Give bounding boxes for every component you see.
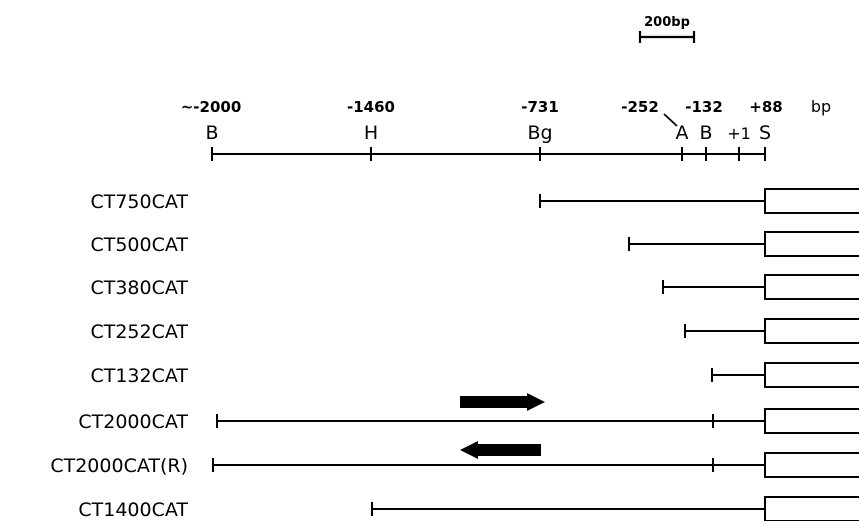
forward-arrow-icon bbox=[460, 393, 545, 411]
construct-row: CT380CAT bbox=[90, 274, 859, 300]
construct-list: CT750CAT CT500CAT CT380CAT CT252CAT CT13… bbox=[50, 188, 859, 522]
construct-label: CT750CAT bbox=[90, 191, 188, 213]
construct-label: CT1400CAT bbox=[78, 499, 188, 521]
unit-label: bp bbox=[811, 97, 831, 116]
cat-reporter-box bbox=[764, 318, 859, 344]
position-label-minus731: -731 bbox=[521, 98, 559, 116]
cat-reporter-box bbox=[764, 452, 859, 478]
cat-reporter-box bbox=[764, 408, 859, 434]
reverse-arrow-icon bbox=[460, 441, 541, 459]
site-label-b-right: B bbox=[699, 122, 712, 144]
position-label-minus132: -132 bbox=[685, 98, 723, 116]
site-label-a: A bbox=[676, 122, 689, 144]
restriction-map: ~-2000 -1460 -731 -252 -132 +88 bp B H B… bbox=[181, 97, 831, 161]
site-label-s: S bbox=[759, 122, 771, 144]
construct-label: CT132CAT bbox=[90, 365, 188, 387]
construct-row: CT750CAT bbox=[90, 188, 859, 214]
construct-label: CT500CAT bbox=[90, 234, 188, 256]
site-label-b-left: B bbox=[205, 122, 218, 144]
cat-reporter-box bbox=[764, 274, 859, 300]
construct-row: CT2000CAT(R) bbox=[50, 441, 859, 478]
pointer-line bbox=[663, 113, 678, 127]
construct-label: CT380CAT bbox=[90, 277, 188, 299]
position-label-minus2000: ~-2000 bbox=[181, 98, 242, 116]
construct-label: CT2000CAT(R) bbox=[50, 455, 188, 477]
site-label-plus1: +1 bbox=[727, 124, 751, 143]
site-label-h: H bbox=[364, 122, 378, 144]
construct-row: CT500CAT bbox=[90, 231, 859, 257]
construct-label: CT2000CAT bbox=[78, 411, 188, 433]
position-label-minus252: -252 bbox=[621, 98, 659, 116]
position-label-minus1460: -1460 bbox=[347, 98, 395, 116]
scale-bar-label: 200bp bbox=[644, 15, 690, 30]
cat-reporter-box bbox=[764, 362, 859, 388]
cat-reporter-box bbox=[764, 496, 859, 522]
cat-reporter-box bbox=[764, 231, 859, 257]
scale-bar: 200bp bbox=[638, 15, 696, 43]
construct-label: CT252CAT bbox=[90, 321, 188, 343]
construct-row: CT2000CAT bbox=[78, 393, 859, 434]
construct-row: CT132CAT bbox=[90, 362, 859, 388]
site-label-bg: Bg bbox=[527, 122, 552, 144]
construct-row: CT252CAT bbox=[90, 318, 859, 344]
position-label-plus88: +88 bbox=[749, 98, 782, 116]
construct-row: CT1400CAT bbox=[78, 496, 859, 522]
cat-reporter-box bbox=[764, 188, 859, 214]
